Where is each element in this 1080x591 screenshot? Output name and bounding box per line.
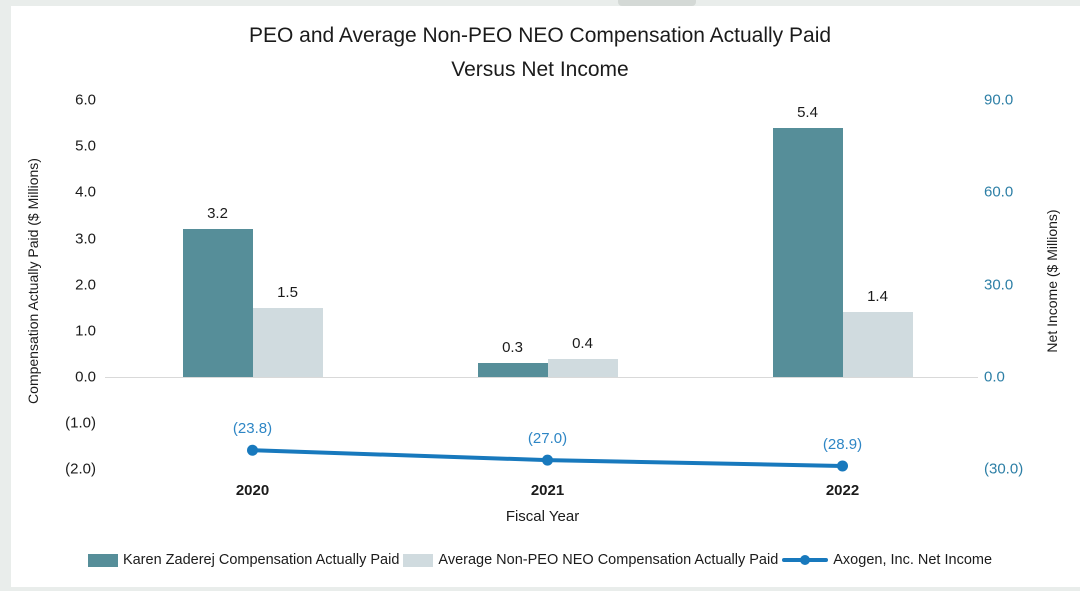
chart-title: PEO and Average Non-PEO NEO Compensation… (248, 24, 832, 47)
legend-swatch-neo (403, 553, 434, 567)
right-axis-tick: 30.0 (984, 276, 1014, 294)
left-axis-tick: 6.0 (75, 91, 96, 109)
bar-value-label: 3.2 (207, 205, 228, 223)
bar-neo (252, 307, 323, 377)
bar-neo (547, 358, 618, 377)
bar-peo (477, 363, 548, 377)
right-axis-tick: 60.0 (984, 183, 1014, 201)
line-point-label: (23.8) (232, 420, 273, 438)
x-axis-tick: 2020 (235, 482, 270, 499)
x-axis-tick: 2022 (825, 482, 860, 499)
line-point-label: (27.0) (527, 430, 568, 448)
top-tab-handle (618, 0, 696, 6)
legend-swatch-peo (87, 553, 118, 567)
left-axis-tick: 3.0 (75, 230, 96, 247)
left-axis-tick: (1.0) (65, 414, 96, 432)
left-axis-tick: 0.0 (75, 368, 96, 386)
bar-value-label: 5.4 (797, 103, 818, 121)
left-axis-tick: 2.0 (75, 276, 96, 294)
legend: Karen Zaderej Compensation Actually Paid… (0, 552, 1080, 568)
legend-label-peo: Karen Zaderej Compensation Actually Paid (122, 552, 400, 568)
right-axis-tick: 0.0 (984, 368, 1005, 386)
x-axis-title: Fiscal Year (505, 508, 580, 525)
bar-neo (842, 312, 913, 377)
left-axis-tick: 1.0 (75, 322, 96, 340)
bar-peo (182, 229, 253, 377)
legend-item-peo: Karen Zaderej Compensation Actually Paid (87, 552, 400, 568)
zero-gridline (105, 377, 978, 378)
left-axis-tick: (2.0) (65, 460, 96, 478)
legend-label-neo: Average Non-PEO NEO Compensation Actuall… (438, 552, 779, 568)
chart-card (11, 6, 1080, 587)
left-axis-tick: 5.0 (75, 137, 96, 155)
legend-item-neo: Average Non-PEO NEO Compensation Actuall… (403, 552, 778, 568)
bar-value-label: 1.4 (867, 288, 888, 306)
left-axis-tick: 4.0 (75, 183, 96, 201)
right-axis-title: Net Income ($ Millions) (1044, 209, 1060, 353)
x-axis-tick: 2021 (530, 482, 565, 499)
legend-label-net-income: Axogen, Inc. Net Income (833, 552, 993, 568)
bar-value-label: 0.4 (572, 334, 593, 352)
right-axis-tick: 90.0 (984, 91, 1014, 109)
chart-subtitle: Versus Net Income (451, 58, 629, 81)
bar-peo (772, 127, 843, 377)
bar-value-label: 1.5 (277, 283, 298, 301)
legend-item-net-income: Axogen, Inc. Net Income (782, 552, 992, 568)
right-axis-tick: (30.0) (984, 460, 1024, 478)
legend-line-marker-icon (782, 553, 829, 567)
bar-value-label: 0.3 (502, 339, 523, 357)
line-point-label: (28.9) (822, 435, 863, 453)
